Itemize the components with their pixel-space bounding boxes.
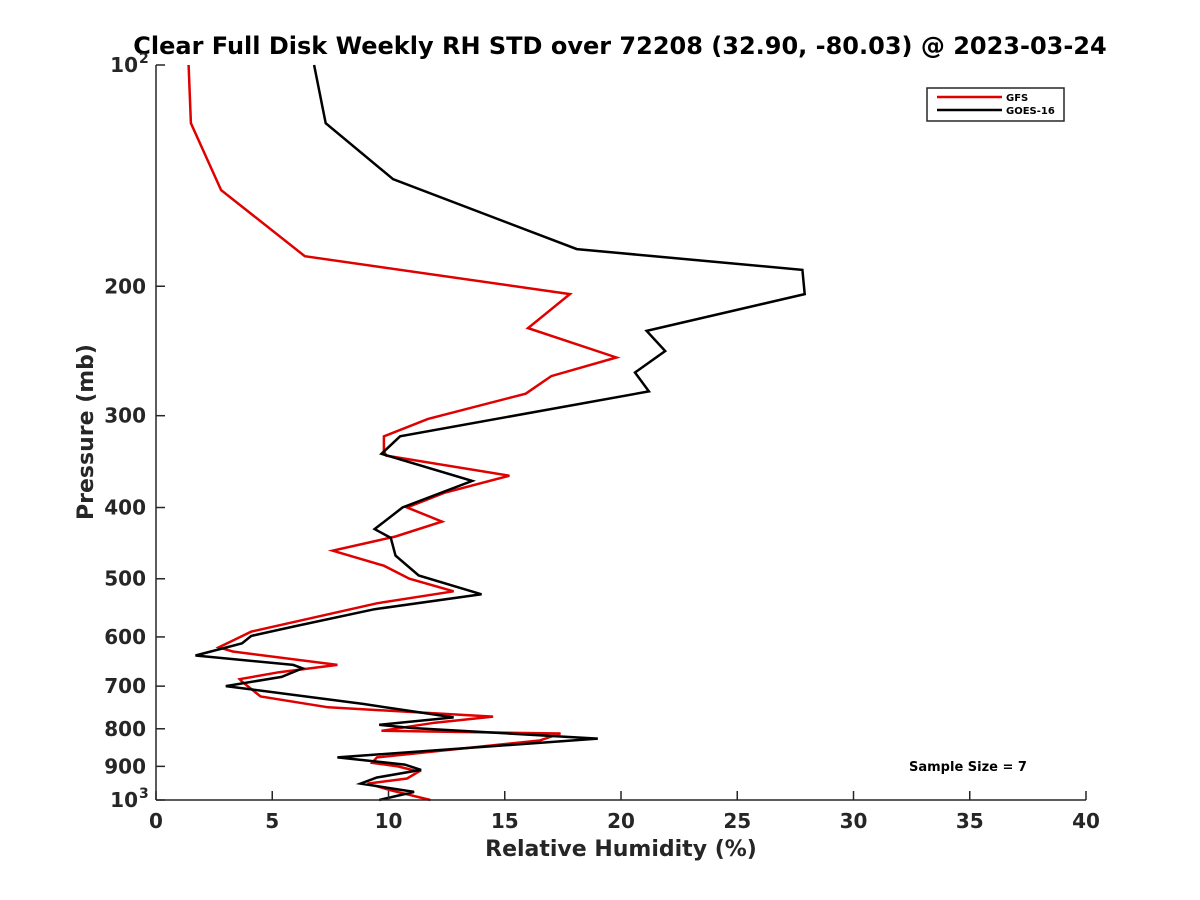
x-tick-label: 10 bbox=[375, 809, 403, 833]
chart-title: Clear Full Disk Weekly RH STD over 72208… bbox=[133, 32, 1106, 60]
y-tick-exponent: 2 bbox=[139, 51, 149, 67]
y-tick-label: 200 bbox=[104, 274, 146, 298]
x-tick-label: 20 bbox=[607, 809, 635, 833]
y-axis-label: Pressure (mb) bbox=[74, 344, 99, 520]
y-tick-label: 10 bbox=[110, 788, 138, 812]
x-tick-label: 40 bbox=[1072, 809, 1100, 833]
x-tick-label: 30 bbox=[840, 809, 868, 833]
legend: GFS GOES-16 bbox=[926, 87, 1065, 122]
legend-box bbox=[926, 87, 1065, 122]
y-tick-label: 500 bbox=[104, 567, 146, 591]
x-tick-label: 25 bbox=[723, 809, 751, 833]
y-tick-label: 10 bbox=[110, 53, 138, 77]
y-tick-label: 700 bbox=[104, 674, 146, 698]
y-tick-label: 300 bbox=[104, 404, 146, 428]
x-tick-label: 15 bbox=[491, 809, 519, 833]
y-tick-label: 900 bbox=[104, 754, 146, 778]
axes bbox=[155, 65, 1086, 801]
y-tick-label: 400 bbox=[104, 496, 146, 520]
sample-size-annotation: Sample Size = 7 bbox=[909, 760, 1027, 775]
y-tick-label: 600 bbox=[104, 625, 146, 649]
x-ticks: 0 5 10 15 20 25 30 35 40 bbox=[149, 791, 1100, 833]
x-tick-label: 5 bbox=[265, 809, 279, 833]
plot-area bbox=[187, 64, 807, 802]
x-tick-label: 0 bbox=[149, 809, 163, 833]
legend-label-goes16: GOES-16 bbox=[1006, 106, 1055, 117]
y-tick-exponent: 3 bbox=[139, 786, 149, 802]
x-axis-label: Relative Humidity (%) bbox=[485, 837, 757, 862]
x-tick-label: 35 bbox=[956, 809, 984, 833]
legend-label-gfs: GFS bbox=[1006, 93, 1028, 104]
y-tick-label: 800 bbox=[104, 717, 146, 741]
series-line-goes-16 bbox=[195, 64, 807, 802]
